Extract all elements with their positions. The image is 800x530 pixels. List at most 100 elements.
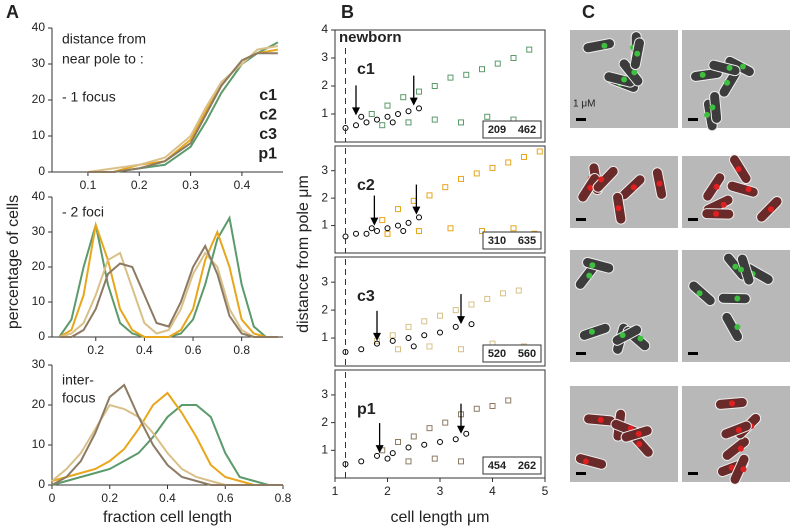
- focus: [724, 79, 731, 86]
- legend-entry: c2: [259, 107, 277, 124]
- focus: [713, 210, 720, 217]
- cell: [721, 436, 750, 461]
- focus: [637, 335, 644, 342]
- point: [410, 197, 417, 204]
- x-tick-label: 0.2: [87, 343, 104, 357]
- x-tick-label: 0.4: [234, 178, 251, 192]
- y-axis-label: distance from pole μm: [295, 175, 312, 333]
- y-tick-label: 20: [32, 259, 46, 273]
- y-tick-label: 20: [32, 397, 46, 411]
- x-tick-label: 0.2: [131, 178, 148, 192]
- x-tick-label: 0.4: [136, 343, 153, 357]
- point: [374, 452, 380, 459]
- arrow-head: [375, 445, 384, 454]
- point: [437, 439, 443, 445]
- point: [400, 228, 407, 235]
- y-tick-label: 30: [32, 224, 46, 238]
- point: [363, 119, 370, 126]
- point: [431, 116, 438, 123]
- point: [484, 113, 491, 120]
- x-tick-label: 0: [49, 491, 56, 505]
- point: [437, 329, 443, 336]
- y-axis-label: percentage of cells: [5, 195, 22, 329]
- point: [447, 74, 454, 81]
- x-tick-label: 0.8: [233, 343, 250, 357]
- point: [405, 458, 412, 465]
- point: [405, 119, 412, 126]
- panel-label: c3: [357, 288, 375, 305]
- point: [358, 113, 365, 120]
- scale-bar: [688, 218, 698, 221]
- focus: [615, 205, 622, 212]
- line: [58, 215, 279, 338]
- focus: [713, 183, 720, 190]
- point: [368, 111, 375, 117]
- focus: [636, 441, 643, 448]
- point: [395, 111, 401, 117]
- arrow-head: [409, 97, 418, 106]
- point: [416, 105, 422, 112]
- x-axis-label: cell length μm: [390, 509, 489, 526]
- focus: [597, 416, 604, 423]
- point: [510, 55, 517, 61]
- point: [389, 332, 396, 339]
- point: [484, 295, 491, 302]
- focus: [582, 458, 589, 465]
- point: [463, 71, 470, 78]
- arrow-head: [370, 217, 379, 226]
- scale-bar: [576, 352, 586, 355]
- y-tick-label: 1: [321, 218, 328, 232]
- x-tick-label: 4: [489, 484, 496, 498]
- point: [353, 230, 359, 237]
- point: [389, 450, 396, 457]
- focus: [737, 445, 744, 452]
- point: [431, 83, 438, 89]
- scale-bar: [688, 352, 698, 355]
- point: [405, 219, 412, 226]
- focus: [726, 64, 733, 71]
- y-tick-label: 30: [32, 56, 46, 70]
- point: [437, 312, 443, 319]
- focus: [735, 166, 742, 173]
- point: [452, 436, 459, 443]
- point: [536, 148, 543, 155]
- x-tick-label: 0.2: [101, 491, 118, 505]
- count: 262: [518, 460, 536, 472]
- y-tick-label: 1: [321, 442, 328, 456]
- x-tick-label: 0.4: [159, 491, 176, 505]
- focus: [767, 206, 774, 213]
- point: [458, 119, 464, 126]
- y-tick-label: 10: [32, 294, 46, 308]
- scale-bar: [576, 118, 586, 121]
- point: [389, 119, 396, 126]
- y-tick-label: 3: [321, 163, 328, 177]
- panel-letter: C: [582, 2, 595, 22]
- cell: [708, 59, 741, 77]
- panel-letter: A: [6, 2, 19, 22]
- focus: [734, 324, 741, 331]
- point: [395, 346, 401, 353]
- sublabel: focus: [62, 390, 95, 406]
- arrow-head: [352, 107, 360, 116]
- y-tick-label: 20: [32, 92, 46, 106]
- point: [368, 225, 375, 232]
- focus: [630, 184, 637, 191]
- annotation: near pole to :: [62, 51, 144, 67]
- point: [479, 66, 485, 73]
- line: [59, 251, 279, 338]
- point: [426, 192, 433, 199]
- point: [473, 405, 480, 412]
- focus: [601, 42, 608, 49]
- focus: [635, 430, 642, 437]
- point: [374, 116, 380, 123]
- point: [416, 228, 422, 235]
- cell: [592, 165, 619, 193]
- x-tick-label: 1: [332, 484, 339, 498]
- point: [405, 108, 412, 115]
- line: [59, 243, 279, 338]
- count-box: [482, 456, 542, 475]
- point: [363, 230, 370, 237]
- point: [526, 46, 533, 53]
- sublabel: - 1 focus: [62, 89, 116, 105]
- y-tick-label: 40: [32, 189, 46, 203]
